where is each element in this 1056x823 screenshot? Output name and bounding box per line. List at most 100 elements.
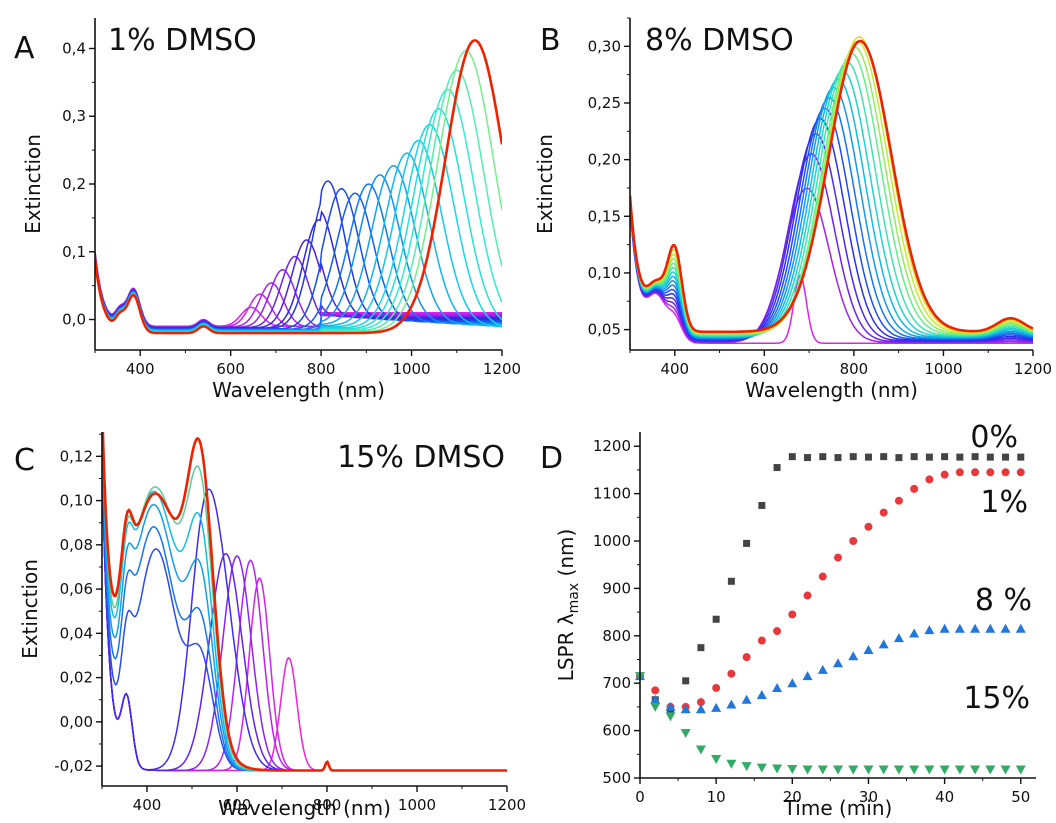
data-point <box>924 765 935 775</box>
y-tick-label: 1200 <box>593 437 631 455</box>
data-point <box>695 745 706 755</box>
data-point <box>956 453 964 461</box>
y-tick-label: 0,05 <box>588 321 621 339</box>
y-tick-label: 0,15 <box>588 207 621 225</box>
data-point <box>971 468 980 477</box>
data-point <box>817 765 828 775</box>
y-tick-label: 0,2 <box>62 175 86 193</box>
data-point <box>726 699 737 709</box>
y-tick-label: 0,10 <box>588 264 621 282</box>
y-tick-label: 0,08 <box>60 536 93 554</box>
x-tick-label: 400 <box>660 360 689 378</box>
data-point <box>863 645 874 655</box>
data-point <box>772 682 783 692</box>
spectrum-line <box>630 153 1033 343</box>
spectrum-line <box>630 133 1033 342</box>
data-point <box>848 651 859 661</box>
data-point <box>803 591 812 600</box>
spectrum-line <box>630 206 1033 344</box>
data-point <box>879 508 888 517</box>
y-tick-label: 700 <box>602 674 631 692</box>
data-point <box>697 644 705 652</box>
y-tick-label: 0,3 <box>62 107 86 125</box>
data-point <box>680 728 691 738</box>
data-point <box>817 664 828 674</box>
x-tick-label: 20 <box>783 788 802 806</box>
x-axis-label: Time (min) <box>783 796 893 820</box>
panel-letter: D <box>540 441 563 476</box>
series-label: 1% <box>980 485 1028 520</box>
y-tick-label: 0,4 <box>62 39 86 57</box>
data-point <box>940 470 949 479</box>
x-tick-label: 400 <box>133 796 162 814</box>
y-axis-label: LSPR λmax (nm) <box>554 529 582 682</box>
data-point <box>909 628 920 638</box>
x-tick-label: 400 <box>126 360 155 378</box>
data-point <box>665 701 676 711</box>
y-tick-label: 0,06 <box>60 580 93 598</box>
spectrum-line <box>630 46 1033 335</box>
panel-b: 400 600 800 1000 1200 0,05 0,10 0,15 0,20 0,25 0,3… <box>533 17 1052 402</box>
data-point <box>711 755 722 765</box>
data-point <box>696 698 705 707</box>
x-tick-label: 600 <box>750 360 779 378</box>
y-tick-label: 500 <box>602 769 631 787</box>
data-point <box>787 678 798 688</box>
data-point <box>788 610 797 619</box>
data-point <box>863 765 874 775</box>
x-tick-label: 40 <box>935 788 954 806</box>
series-label: 15% <box>963 681 1030 716</box>
data-point <box>954 623 965 633</box>
data-point <box>1015 765 1026 775</box>
data-point <box>727 577 735 585</box>
y-tick-label: 0,1 <box>62 243 86 261</box>
data-point <box>909 765 920 775</box>
x-axis-label: Wavelength (nm) <box>218 796 391 820</box>
data-point <box>941 453 949 461</box>
x-tick-label: 800 <box>313 796 342 814</box>
spectrum-line <box>630 36 1033 334</box>
data-point <box>985 765 996 775</box>
y-tick-label: 0,30 <box>588 37 621 55</box>
x-axis-label: Wavelength (nm) <box>212 378 385 402</box>
data-point <box>802 671 813 681</box>
data-point <box>924 625 935 635</box>
y-tick-label: 0,04 <box>60 624 93 642</box>
data-point <box>741 694 752 704</box>
x-tick-label: 600 <box>216 360 245 378</box>
y-tick-label: 0,10 <box>60 492 93 510</box>
y-axis-label: Extinction <box>21 134 45 234</box>
data-point <box>773 627 782 636</box>
data-point <box>819 453 827 461</box>
data-point <box>893 633 904 643</box>
data-point <box>939 765 950 775</box>
x-tick-label: 1200 <box>1014 360 1052 378</box>
x-tick-label: 1000 <box>398 796 436 814</box>
spectrum-line <box>95 69 502 334</box>
panel-c: 400 600 800 1000 1200 -0,02 0,00 0,02 0,04 0,06 0,… <box>14 432 526 820</box>
x-tick-label: 10 <box>707 788 726 806</box>
x-tick-label: 0 <box>635 788 645 806</box>
panel-letter: B <box>540 23 561 58</box>
panel-letter: C <box>14 443 35 478</box>
y-tick-label: 0,0 <box>62 311 86 329</box>
data-point <box>787 764 798 774</box>
data-point <box>682 677 690 685</box>
spectrum-line <box>630 69 1033 338</box>
data-point <box>895 454 903 462</box>
x-tick-label: 1200 <box>488 796 526 814</box>
data-point <box>880 453 888 461</box>
data-point <box>849 537 858 546</box>
y-tick-label: 600 <box>602 722 631 740</box>
data-point <box>711 702 722 712</box>
y-tick-label: 0,12 <box>60 447 93 465</box>
data-point <box>986 468 995 477</box>
panel-title: 15% DMSO <box>337 440 505 475</box>
data-point <box>726 759 737 769</box>
y-tick-label: 0,20 <box>588 151 621 169</box>
data-point <box>864 453 872 461</box>
data-point <box>878 765 889 775</box>
spectrum-line <box>95 183 502 331</box>
x-tick-label: 1000 <box>392 360 430 378</box>
